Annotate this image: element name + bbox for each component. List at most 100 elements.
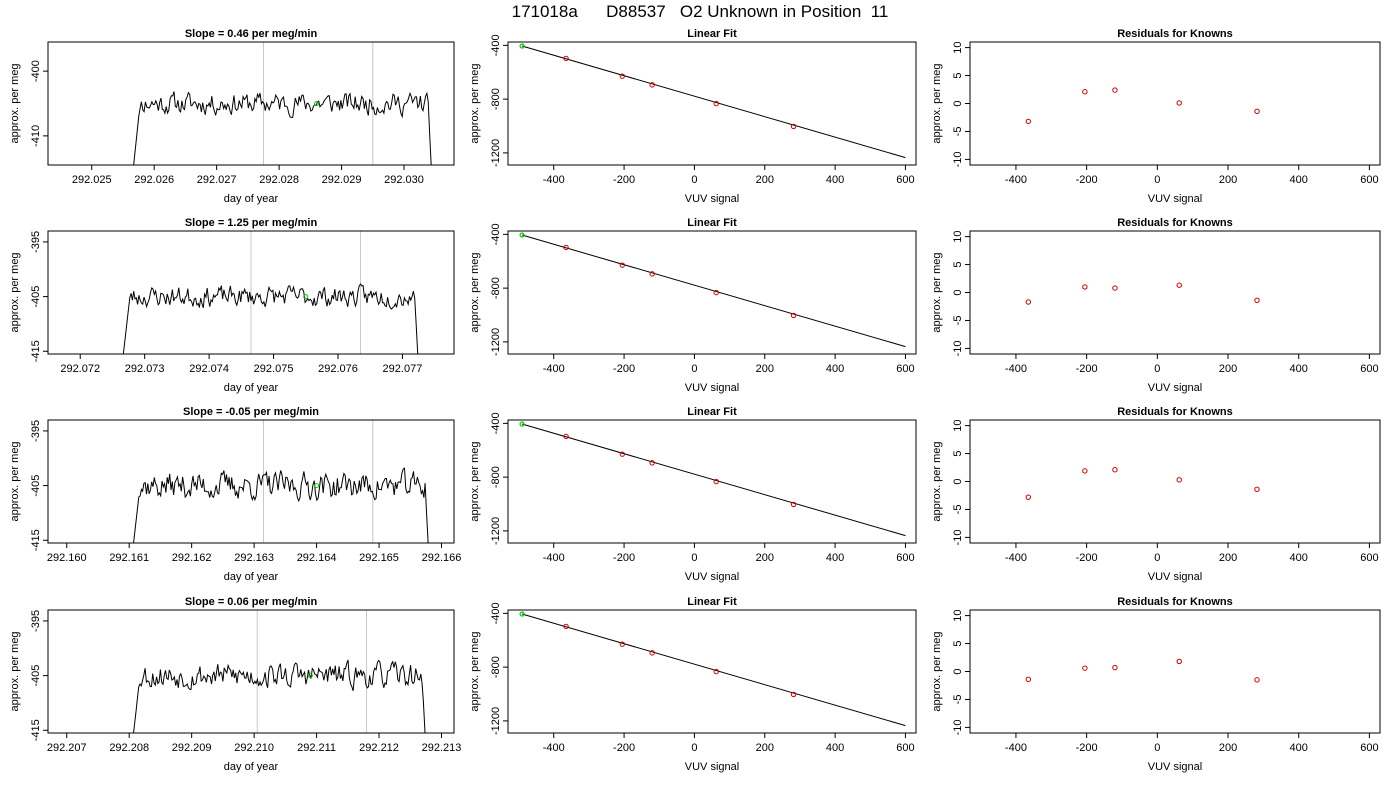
x-tick-label: -200	[613, 174, 635, 186]
residual-point	[1112, 467, 1118, 473]
x-tick-label: 292.074	[189, 363, 229, 375]
x-tick-label: 0	[1154, 174, 1160, 186]
signal-trace-line	[133, 659, 426, 733]
plot-area	[1025, 658, 1260, 683]
x-tick-label: 292.213	[422, 742, 462, 754]
y-axis-label: approx. per meg	[469, 631, 481, 711]
x-tick-label: 0	[691, 742, 697, 754]
x-tick-label: -400	[1005, 174, 1027, 186]
x-axis-label: day of year	[224, 193, 279, 205]
x-tick-label: -200	[1076, 742, 1098, 754]
x-tick-label: -200	[1076, 363, 1098, 375]
y-axis-label: approx. per meg	[469, 252, 481, 332]
x-tick-label: 400	[1290, 552, 1308, 564]
y-tick-label: -395	[30, 420, 42, 442]
x-tick-label: 200	[1219, 363, 1237, 375]
plot-frame	[507, 609, 917, 734]
y-tick-label: -1200	[490, 139, 502, 167]
x-tick-label: 200	[1219, 174, 1237, 186]
plot-frame	[47, 419, 455, 544]
x-axis-label: day of year	[224, 382, 279, 394]
x-tick-label: 200	[756, 363, 774, 375]
residual-point	[1254, 677, 1260, 683]
x-tick-label: -400	[543, 552, 565, 564]
plot-frame	[47, 230, 455, 355]
residual-point	[1112, 285, 1118, 291]
plot-frame	[507, 230, 917, 355]
residual-point	[1254, 297, 1260, 304]
x-tick-label: -200	[613, 742, 635, 754]
plot-area	[133, 610, 426, 733]
x-tick-label: -400	[1005, 742, 1027, 754]
y-tick-label: 0	[952, 289, 964, 295]
x-tick-label: 292.075	[254, 363, 294, 375]
y-tick-label: -400	[490, 412, 502, 434]
known-point	[649, 82, 655, 88]
y-tick-label: -10	[952, 340, 964, 356]
known-point	[790, 312, 797, 319]
plot-frame	[969, 41, 1381, 166]
residual-point	[1176, 658, 1182, 665]
x-axis-label: VUV signal	[1148, 193, 1202, 205]
y-tick-label: 10	[952, 41, 964, 53]
plot-area	[519, 232, 906, 348]
y-tick-label: 5	[952, 72, 964, 78]
y-axis-label: approx. per meg	[469, 63, 481, 143]
plot-frame	[507, 41, 917, 166]
x-tick-label: 400	[1290, 742, 1308, 754]
panel-timeseries-3: Slope = -0.05 per meg/min 292.160 292.161 2…	[9, 406, 461, 583]
panel-title: Slope = -0.05 per meg/min	[183, 406, 319, 418]
residual-point	[1082, 284, 1088, 290]
x-tick-label: 200	[1219, 552, 1237, 564]
y-axis-label: approx. per meg	[9, 631, 21, 711]
known-point	[563, 623, 569, 630]
residual-point	[1112, 664, 1118, 671]
x-tick-label: 292.165	[359, 552, 399, 564]
y-tick-label: 5	[952, 261, 964, 267]
known-point	[619, 451, 626, 457]
x-tick-label: 292.025	[72, 174, 112, 186]
x-tick-label: 292.076	[318, 363, 358, 375]
x-tick-label: -400	[1005, 552, 1027, 564]
y-tick-label: -405	[30, 665, 42, 687]
y-tick-label: -405	[30, 286, 42, 308]
x-tick-label: 292.210	[234, 742, 274, 754]
x-tick-label: 200	[756, 552, 774, 564]
x-tick-label: 292.029	[322, 174, 362, 186]
unknown-point	[519, 43, 525, 49]
plot-frame	[47, 609, 455, 734]
residual-point	[1082, 89, 1088, 95]
plot-frame	[969, 609, 1381, 734]
plot-area	[1025, 467, 1260, 500]
x-tick-label: 292.162	[172, 552, 212, 564]
fit-line	[521, 613, 906, 727]
x-axis-label: VUV signal	[1148, 571, 1202, 583]
x-tick-label: -400	[543, 363, 565, 375]
plot-frame	[969, 230, 1381, 355]
plot-frame	[507, 419, 917, 544]
x-axis-label: VUV signal	[1148, 761, 1202, 773]
known-point	[713, 289, 719, 296]
plot-frame	[969, 419, 1381, 544]
y-tick-label: -415	[30, 340, 42, 362]
x-tick-label: -200	[613, 552, 635, 564]
y-tick-label: -10	[952, 719, 964, 735]
unknown-mean-point	[314, 483, 320, 489]
signal-trace-line	[133, 467, 429, 543]
plot-area	[1025, 87, 1260, 125]
residual-point	[1082, 665, 1088, 671]
plot-area	[519, 43, 906, 159]
x-tick-label: -200	[613, 363, 635, 375]
residual-point	[1025, 299, 1032, 305]
y-axis-label: approx. per meg	[931, 631, 943, 711]
known-point	[790, 123, 797, 130]
x-tick-label: 600	[1360, 742, 1378, 754]
panel-residuals-2: Residuals for Knowns -400 -200 0 200 400 600 VU…	[931, 217, 1381, 394]
x-tick-label: 0	[691, 174, 697, 186]
y-tick-label: 0	[952, 478, 964, 484]
panel-fit-4: Linear Fit -400 -200 0 200 400 600 VUV signal -4…	[469, 596, 917, 773]
residual-point	[1254, 486, 1260, 493]
y-tick-label: 10	[952, 419, 964, 431]
x-tick-label: 292.211	[297, 742, 336, 754]
y-tick-label: -405	[30, 475, 42, 497]
